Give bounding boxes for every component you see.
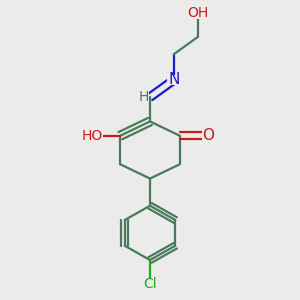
- FancyBboxPatch shape: [167, 75, 181, 86]
- Text: HO: HO: [81, 129, 103, 143]
- FancyBboxPatch shape: [187, 7, 208, 19]
- Text: H: H: [138, 90, 148, 104]
- Text: OH: OH: [187, 6, 208, 20]
- FancyBboxPatch shape: [142, 279, 158, 290]
- Text: O: O: [202, 128, 214, 143]
- Text: Cl: Cl: [143, 277, 157, 291]
- FancyBboxPatch shape: [81, 130, 103, 141]
- Text: N: N: [168, 73, 179, 88]
- FancyBboxPatch shape: [202, 130, 214, 141]
- FancyBboxPatch shape: [138, 92, 149, 103]
